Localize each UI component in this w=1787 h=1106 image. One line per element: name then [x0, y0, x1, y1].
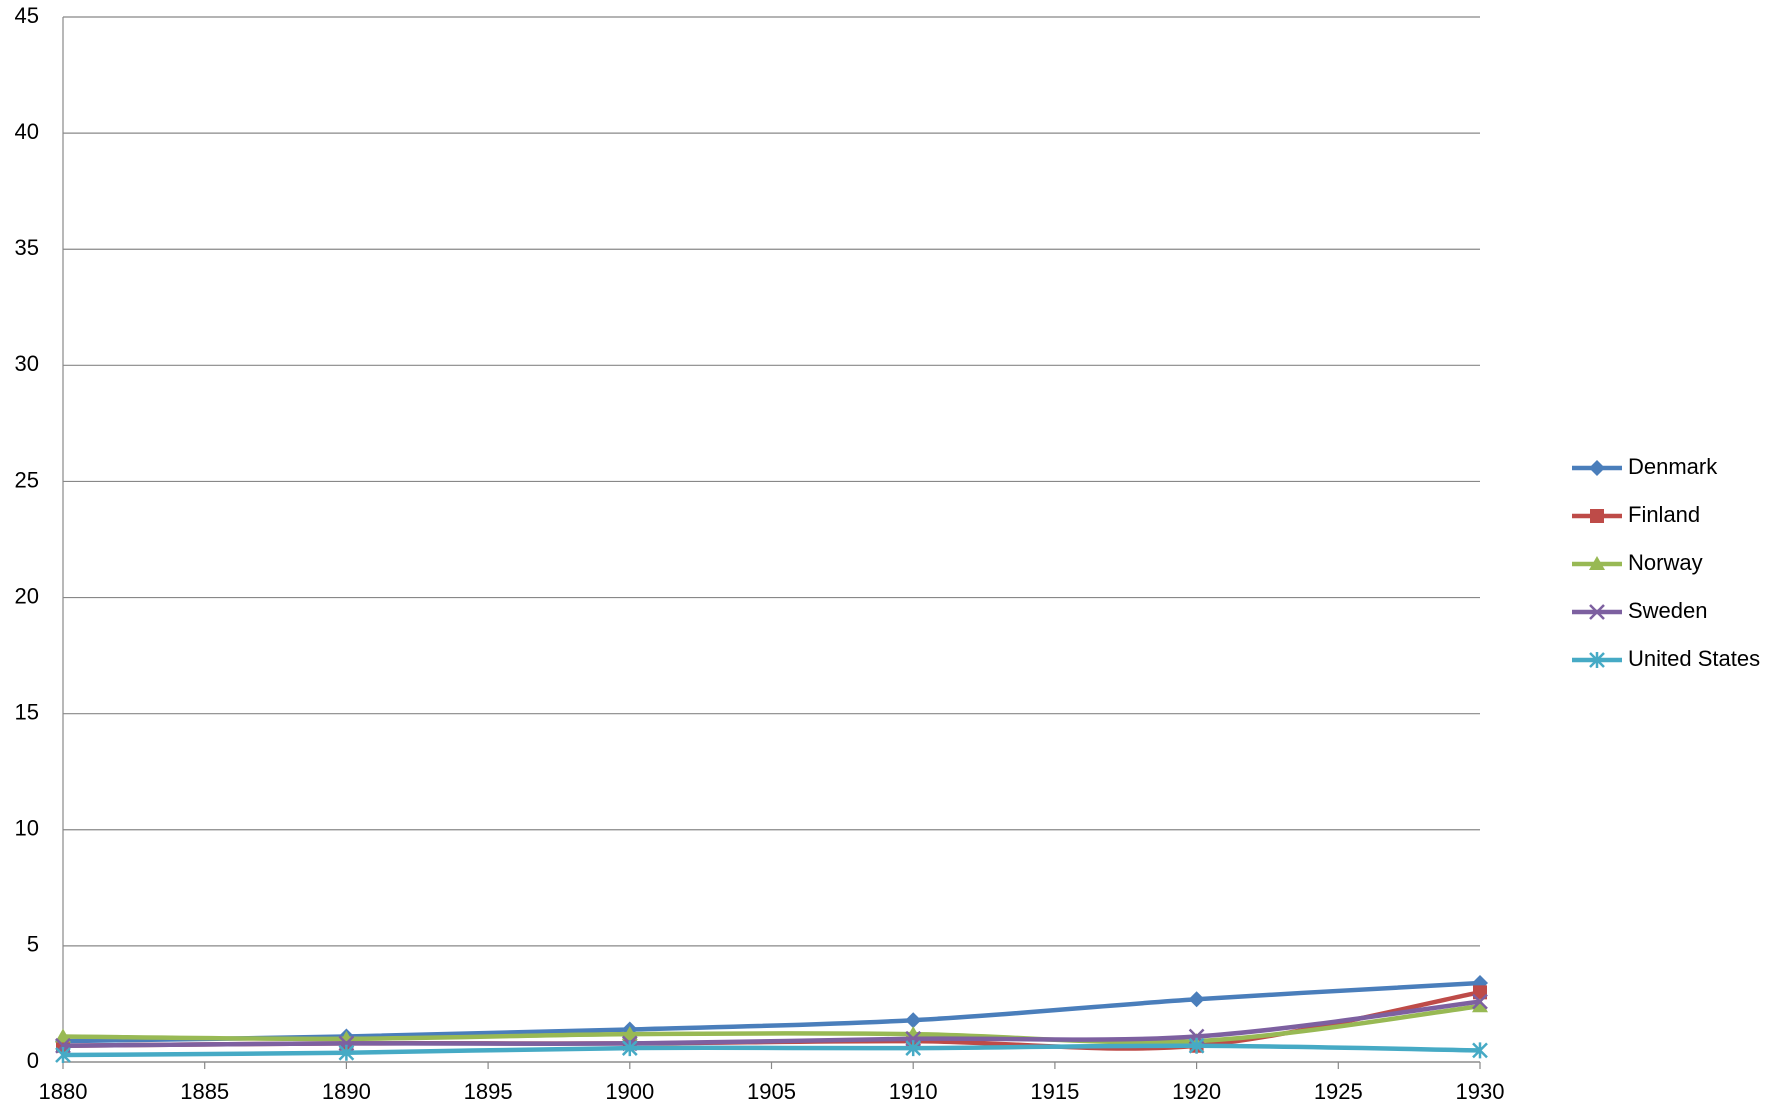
x-tick-label: 1900: [605, 1079, 654, 1104]
y-tick-label: 20: [15, 583, 39, 608]
x-tick-label: 1885: [180, 1079, 229, 1104]
legend-marker: [1589, 460, 1605, 476]
data-point: [1188, 1037, 1205, 1054]
y-tick-label: 35: [15, 235, 39, 260]
series-line: [62, 999, 1481, 1048]
data-point: [905, 1040, 922, 1057]
y-tick-label: 30: [15, 351, 39, 376]
x-tick-label: 1920: [1172, 1079, 1221, 1104]
x-tick-label: 1910: [889, 1079, 938, 1104]
series-line: [62, 1004, 1481, 1045]
legend-label: Finland: [1628, 502, 1700, 527]
series: [55, 993, 1488, 1054]
data-point: [905, 1012, 922, 1029]
legend-marker: [1589, 556, 1605, 570]
data-point: [55, 1028, 71, 1043]
y-tick-label: 10: [15, 816, 39, 841]
x-tick-label: 1890: [322, 1079, 371, 1104]
y-tick-label: 5: [27, 932, 39, 957]
legend-label: Denmark: [1628, 454, 1718, 479]
legend-label: Norway: [1628, 550, 1703, 575]
data-point: [1188, 991, 1205, 1008]
y-tick-label: 0: [27, 1048, 39, 1073]
y-tick-label: 45: [15, 3, 39, 28]
x-tick-label: 1905: [747, 1079, 796, 1104]
y-tick-label: 40: [15, 119, 39, 144]
data-point: [1472, 993, 1488, 1010]
x-tick-label: 1925: [1314, 1079, 1363, 1104]
data-point: [55, 1047, 71, 1064]
x-tick-label: 1930: [1456, 1079, 1505, 1104]
data-point: [621, 1040, 638, 1057]
data-point: [338, 1044, 355, 1061]
x-tick-label: 1880: [39, 1079, 88, 1104]
data-point: [1472, 998, 1488, 1013]
legend-marker: [1589, 604, 1605, 620]
x-tick-label: 1895: [464, 1079, 513, 1104]
y-tick-label: 15: [15, 699, 39, 724]
series-line: [62, 1043, 1481, 1058]
series: [55, 1037, 1488, 1064]
legend-label: United States: [1628, 646, 1760, 671]
y-tick-label: 25: [15, 467, 39, 492]
legend-label: Sweden: [1628, 598, 1708, 623]
data-point: [1473, 985, 1487, 1000]
data-point: [1472, 1042, 1488, 1059]
data-point: [621, 1026, 638, 1041]
legend-marker: [1590, 509, 1604, 523]
x-tick-label: 1915: [1030, 1079, 1079, 1104]
legend-marker: [1589, 652, 1605, 668]
